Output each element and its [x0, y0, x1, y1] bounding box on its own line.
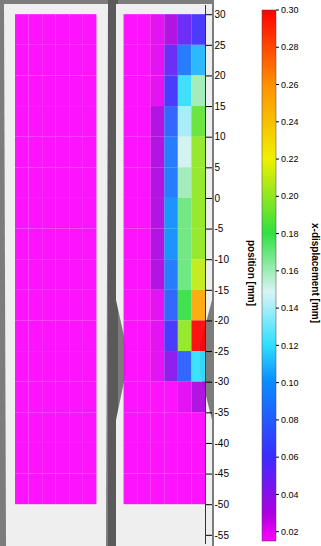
svg-text:-50: -50 [215, 499, 230, 510]
svg-text:0: 0 [215, 193, 221, 204]
svg-text:0.04: 0.04 [281, 490, 299, 500]
svg-text:-45: -45 [215, 468, 230, 479]
svg-text:-30: -30 [215, 376, 230, 387]
svg-text:10: 10 [215, 131, 227, 142]
svg-text:0.18: 0.18 [281, 229, 299, 239]
svg-text:20: 20 [215, 70, 227, 81]
svg-text:position [mm]: position [mm] [246, 240, 257, 306]
svg-text:-20: -20 [215, 315, 230, 326]
svg-text:15: 15 [215, 101, 227, 112]
svg-text:-25: -25 [215, 346, 230, 357]
svg-text:30: 30 [215, 9, 227, 20]
svg-text:0.30: 0.30 [281, 5, 299, 15]
svg-text:0.08: 0.08 [281, 415, 299, 425]
svg-text:5: 5 [215, 162, 221, 173]
svg-text:-35: -35 [215, 407, 230, 418]
svg-text:0.12: 0.12 [281, 341, 299, 351]
svg-text:0.28: 0.28 [281, 42, 299, 52]
svg-text:0.20: 0.20 [281, 191, 299, 201]
svg-text:0.10: 0.10 [281, 378, 299, 388]
svg-text:0.06: 0.06 [281, 452, 299, 462]
svg-text:-15: -15 [215, 285, 230, 296]
svg-text:0.26: 0.26 [281, 80, 299, 90]
svg-text:25: 25 [215, 40, 227, 51]
svg-text:-10: -10 [215, 254, 230, 265]
svg-text:0.22: 0.22 [281, 154, 299, 164]
svg-text:0.16: 0.16 [281, 266, 299, 276]
svg-text:0.14: 0.14 [281, 303, 299, 313]
svg-text:-55: -55 [215, 530, 230, 541]
svg-text:0.02: 0.02 [281, 527, 299, 537]
svg-text:-40: -40 [215, 438, 230, 449]
svg-text:0.24: 0.24 [281, 117, 299, 127]
svg-text:x-displacement [mm]: x-displacement [mm] [310, 223, 321, 323]
svg-text:-5: -5 [215, 223, 224, 234]
